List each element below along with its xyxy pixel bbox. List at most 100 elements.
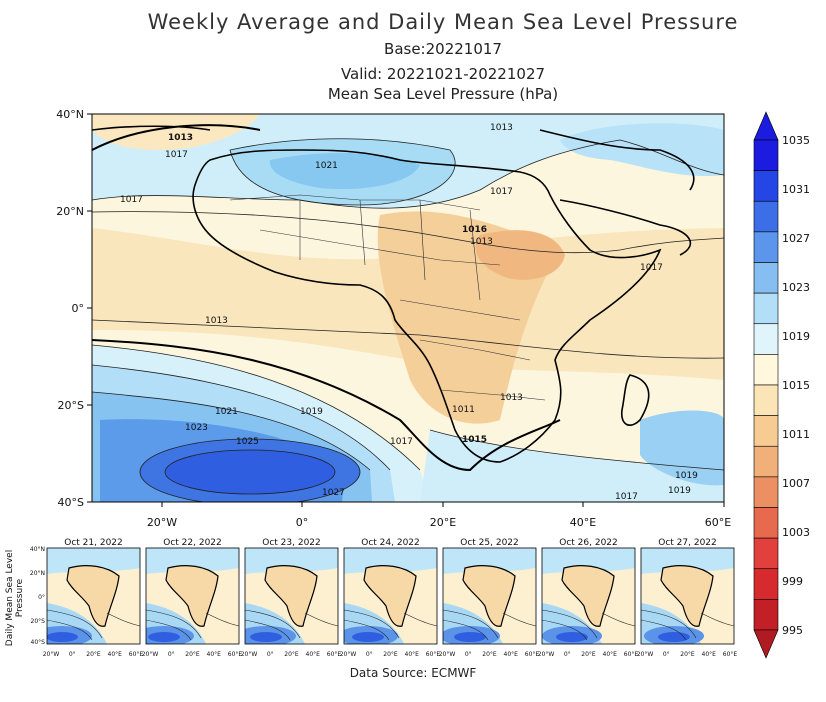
daily-map-panel: Oct 23, 2022 20°W 0° 20°E 40°E 60°E (241, 538, 342, 658)
contour-label: 1017 (165, 150, 188, 160)
daily-lon-label: 40°E (306, 651, 321, 658)
daily-contours (344, 609, 437, 641)
colorbar-level-label: 1027 (782, 232, 810, 245)
contour-label: 1016 (462, 225, 487, 235)
daily-map-frame (343, 547, 438, 645)
lon-label: 60°E (705, 516, 731, 529)
daily-lon-label: 20°W (439, 651, 456, 658)
daily-africa-outline (264, 565, 318, 627)
daily-map-title: Oct 27, 2022 (658, 538, 717, 548)
daily-south-high-core (454, 632, 486, 642)
daily-lon-label: 20°W (43, 651, 60, 658)
daily-map-frame (244, 547, 339, 645)
daily-africa-outline (165, 565, 219, 627)
daily-lon-label: 40°E (108, 651, 123, 658)
base-date: Base:20221017 (384, 40, 502, 58)
daily-lon-label: 60°E (327, 651, 342, 658)
contour-label: 1021 (215, 407, 238, 417)
daily-contours (641, 609, 734, 641)
colorbar-level-label: 1011 (782, 428, 810, 441)
daily-lon-label: 20°E (284, 651, 299, 658)
daily-map-panel: Oct 22, 2022 20°W 0° 20°E 40°E 60°E (142, 538, 243, 658)
daily-africa-outline (561, 565, 615, 627)
contour-label: 1023 (185, 423, 208, 433)
daily-map-panel: Oct 25, 2022 20°W 0° 20°E 40°E 60°E (439, 538, 540, 658)
daily-south-high-core (352, 632, 384, 642)
contour-label: 1015 (462, 435, 487, 445)
colorbar-level-label: 1019 (782, 330, 810, 343)
daily-lon-label: 20°W (538, 651, 555, 658)
colorbar-swatch (753, 262, 779, 294)
contour-label: 1011 (452, 405, 475, 415)
colorbar: 1035 1031 1027 1023 1019 1015 1011 1007 1003 999 9… (753, 111, 810, 659)
contour-label: 1013 (490, 123, 513, 133)
daily-lon-label: 40°E (702, 651, 717, 658)
daily-map-panel: Oct 26, 2022 20°W 0° 20°E 40°E 60°E (538, 538, 639, 658)
colorbar-swatch (753, 354, 779, 386)
lat-label: 40°N (56, 108, 84, 121)
daily-africa-outline (660, 565, 714, 627)
main-title: Weekly Average and Daily Mean Sea Level … (147, 10, 739, 34)
colorbar-swatch (753, 476, 779, 508)
contour-label: 1017 (490, 187, 513, 197)
colorbar-swatch (753, 537, 779, 570)
lon-label: 20°W (147, 516, 177, 529)
colorbar-swatch (753, 415, 779, 447)
contour-label: 1017 (390, 437, 413, 447)
daily-map-frame (46, 547, 141, 645)
daily-lon-label: 0° (267, 651, 274, 658)
contour-label: 1013 (500, 393, 523, 403)
colorbar-swatch (753, 384, 779, 416)
daily-lon-label: 0° (465, 651, 472, 658)
contour-label: 1013 (470, 237, 493, 247)
daily-lon-label: 20°W (340, 651, 357, 658)
contour-label: 1017 (615, 492, 638, 502)
south-high-1027 (165, 450, 335, 494)
daily-lon-label: 60°E (426, 651, 441, 658)
daily-africa-outline (363, 565, 417, 627)
latitude-labels: 40°N 20°N 0° 20°S 40°S (56, 108, 84, 509)
contour-lines (92, 138, 724, 502)
daily-map-title: Oct 22, 2022 (163, 538, 222, 548)
daily-map-panel: Oct 27, 2022 20°W 0° 20°E 40°E 60°E (637, 538, 738, 658)
colorbar-swatch (753, 231, 779, 263)
east-high (640, 410, 724, 486)
contour-label: 1019 (668, 486, 691, 496)
colorbar-level-label: 1007 (782, 477, 810, 490)
contour-label: 1013 (168, 133, 193, 143)
daily-lon-label: 20°W (142, 651, 159, 658)
colorbar-level-label: 1023 (782, 281, 810, 294)
valid-range: Valid: 20221021-20221027 (340, 65, 546, 83)
colorbar-swatch (753, 170, 779, 202)
daily-map-panel: Oct 24, 2022 20°W 0° 20°E 40°E 60°E (340, 538, 441, 658)
daily-lon-label: 40°E (504, 651, 519, 658)
daily-lon-label: 60°E (723, 651, 738, 658)
daily-south-high-core (148, 632, 180, 642)
daily-lon-label: 0° (366, 651, 373, 658)
daily-lon-label: 0° (168, 651, 175, 658)
lat-label: 40°S (58, 496, 84, 509)
daily-map-frame (145, 547, 240, 645)
contour-label: 1019 (675, 471, 698, 481)
contour-label: 1017 (120, 195, 143, 205)
contour-label: 1025 (236, 437, 259, 447)
lat-label: 20°S (58, 399, 84, 412)
main-map: 1013 1017 1021 1017 1016 1013 1013 1021 … (56, 108, 731, 529)
daily-lon-label: 0° (69, 651, 76, 658)
subtitle: Mean Sea Level Pressure (hPa) (327, 85, 559, 103)
daily-y-axis-label: Daily Mean Sea Level Pressure (5, 549, 25, 647)
daily-south-high-core (556, 632, 588, 642)
daily-lon-label: 0° (663, 651, 670, 658)
lon-label: 20°E (430, 516, 456, 529)
daily-lon-label: 20°E (185, 651, 200, 658)
north-high-core (269, 153, 420, 190)
lon-label: 40°E (570, 516, 596, 529)
deep-low-region (475, 230, 565, 280)
colorbar-level-label: 1031 (782, 183, 810, 196)
daily-contours (542, 609, 635, 641)
coastlines (92, 125, 695, 463)
daily-south-high-core (47, 632, 78, 642)
daily-africa-outline (462, 565, 516, 627)
daily-contours (443, 609, 536, 641)
